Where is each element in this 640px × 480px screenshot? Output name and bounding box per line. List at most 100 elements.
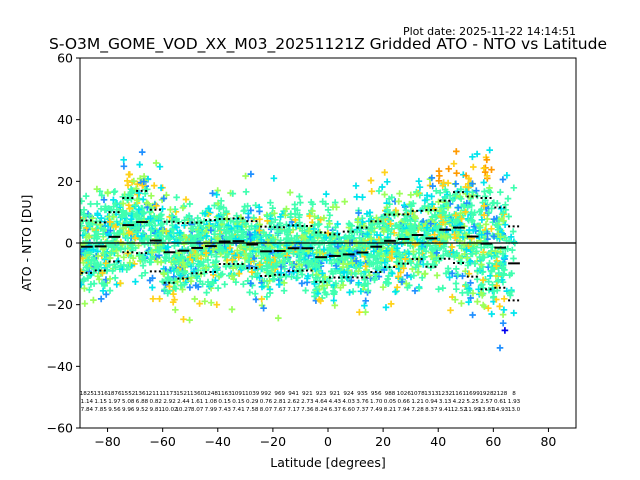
- scatter-point: [407, 201, 415, 208]
- scatter-point: [362, 297, 369, 305]
- scatter-point: [468, 202, 475, 209]
- scatter-point: [418, 242, 426, 250]
- scatter-point: [210, 279, 217, 287]
- scatter-point: [483, 156, 491, 164]
- scatter-point: [180, 316, 187, 323]
- bin-stat-label: 2.81: [274, 399, 287, 405]
- scatter-point: [117, 279, 124, 287]
- scatter-point: [473, 150, 481, 158]
- scatter-point: [97, 224, 105, 232]
- scatter-point: [441, 186, 449, 193]
- scatter-point: [126, 205, 133, 212]
- scatter-point: [477, 289, 485, 297]
- bin-stat-label: 13.81: [478, 407, 494, 413]
- scatter-point: [273, 226, 281, 233]
- scatter-point: [81, 249, 89, 257]
- x-tick-label: 60: [485, 434, 501, 449]
- scatter-point: [370, 247, 377, 255]
- scatter-point: [451, 218, 459, 226]
- scatter-point: [256, 261, 263, 269]
- scatter-point: [110, 244, 118, 251]
- scatter-point: [279, 260, 286, 267]
- scatter-point: [467, 216, 475, 223]
- scatter-point: [146, 259, 154, 266]
- bin-stat-label: 1521: [176, 391, 191, 397]
- scatter-point: [149, 284, 156, 291]
- scatter-point: [91, 232, 98, 239]
- scatter-point: [440, 219, 447, 226]
- scatter-point: [500, 210, 508, 218]
- scatter-point: [360, 222, 368, 229]
- scatter-point: [286, 222, 293, 230]
- scatter-point: [235, 270, 243, 277]
- scatter-point: [271, 216, 279, 224]
- scatter-point: [501, 221, 509, 228]
- scatter-point: [216, 231, 224, 238]
- scatter-point: [311, 280, 318, 288]
- bin-stat-label: 1.70: [370, 399, 383, 405]
- scatter-point: [133, 211, 140, 219]
- scatter-point: [166, 235, 174, 242]
- bin-stat-label: 7.85: [94, 407, 107, 413]
- scatter-point: [354, 218, 361, 226]
- scatter-point: [356, 264, 363, 272]
- scatter-point: [416, 183, 424, 191]
- scatter-point: [497, 205, 505, 212]
- scatter-point: [366, 209, 374, 216]
- scatter-point: [229, 190, 237, 197]
- scatter-point: [106, 287, 114, 294]
- bin-stat-label: 1552: [121, 391, 135, 397]
- scatter-point: [294, 274, 301, 281]
- scatter-point: [260, 228, 267, 236]
- scatter-point: [435, 198, 442, 206]
- scatter-point: [221, 254, 229, 261]
- scatter-point: [141, 177, 149, 184]
- scatter-point: [501, 327, 509, 334]
- scatter-point: [194, 214, 201, 222]
- scatter-point: [91, 257, 99, 265]
- scatter-point: [367, 235, 375, 243]
- scatter-point: [213, 257, 220, 265]
- scatter-point: [123, 209, 130, 217]
- scatter-point: [140, 209, 148, 217]
- scatter-point: [312, 263, 320, 270]
- scatter-point: [272, 262, 279, 270]
- scatter-point: [447, 307, 454, 314]
- scatter-point: [339, 263, 347, 271]
- scatter-point: [356, 234, 363, 242]
- scatter-point: [124, 250, 132, 257]
- scatter-point: [459, 272, 466, 280]
- scatter-point: [217, 197, 225, 205]
- bin-stat-label: 1.15: [94, 399, 107, 405]
- scatter-point: [323, 234, 330, 241]
- scatter-point: [276, 281, 283, 288]
- scatter-point: [428, 174, 436, 182]
- scatter-point: [481, 303, 488, 310]
- scatter-point: [316, 261, 323, 269]
- scatter-point: [446, 192, 454, 199]
- scatter-point: [196, 240, 204, 248]
- scatter-point: [452, 251, 459, 258]
- bin-stat-label: 1.93: [508, 399, 521, 405]
- scatter-point: [383, 178, 391, 186]
- x-tick-label: 0: [324, 434, 332, 449]
- scatter-point: [124, 182, 132, 189]
- scatter-point: [453, 148, 460, 155]
- scatter-point: [449, 196, 456, 204]
- scatter-point: [302, 287, 309, 294]
- scatter-point: [314, 221, 322, 229]
- scatter-point: [402, 207, 410, 214]
- bin-stat-label: 0.15: [218, 399, 231, 405]
- scatter-point: [373, 231, 381, 239]
- scatter-point: [368, 188, 375, 195]
- y-tick-label: −20: [47, 297, 73, 312]
- scatter-point: [229, 264, 237, 272]
- scatter-point: [321, 289, 329, 296]
- scatter-point: [124, 234, 132, 242]
- scatter-point: [357, 259, 364, 266]
- scatter-point: [288, 273, 295, 281]
- bin-stat-label: 0.05: [384, 399, 397, 405]
- bin-stat-label: 9.41: [439, 407, 452, 413]
- scatter-point: [320, 246, 328, 253]
